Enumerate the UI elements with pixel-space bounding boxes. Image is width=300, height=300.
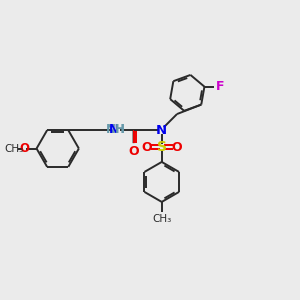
- Text: O: O: [141, 141, 152, 154]
- Text: CH₃: CH₃: [152, 214, 171, 224]
- Text: CH₃: CH₃: [4, 143, 23, 154]
- Text: O: O: [19, 142, 29, 155]
- Text: NH: NH: [106, 123, 126, 136]
- Text: O: O: [172, 141, 182, 154]
- Text: S: S: [157, 140, 167, 154]
- Text: H: H: [115, 123, 124, 136]
- Text: N: N: [109, 123, 119, 136]
- Text: F: F: [216, 80, 224, 93]
- Text: O: O: [128, 146, 139, 158]
- Text: N: N: [156, 124, 167, 137]
